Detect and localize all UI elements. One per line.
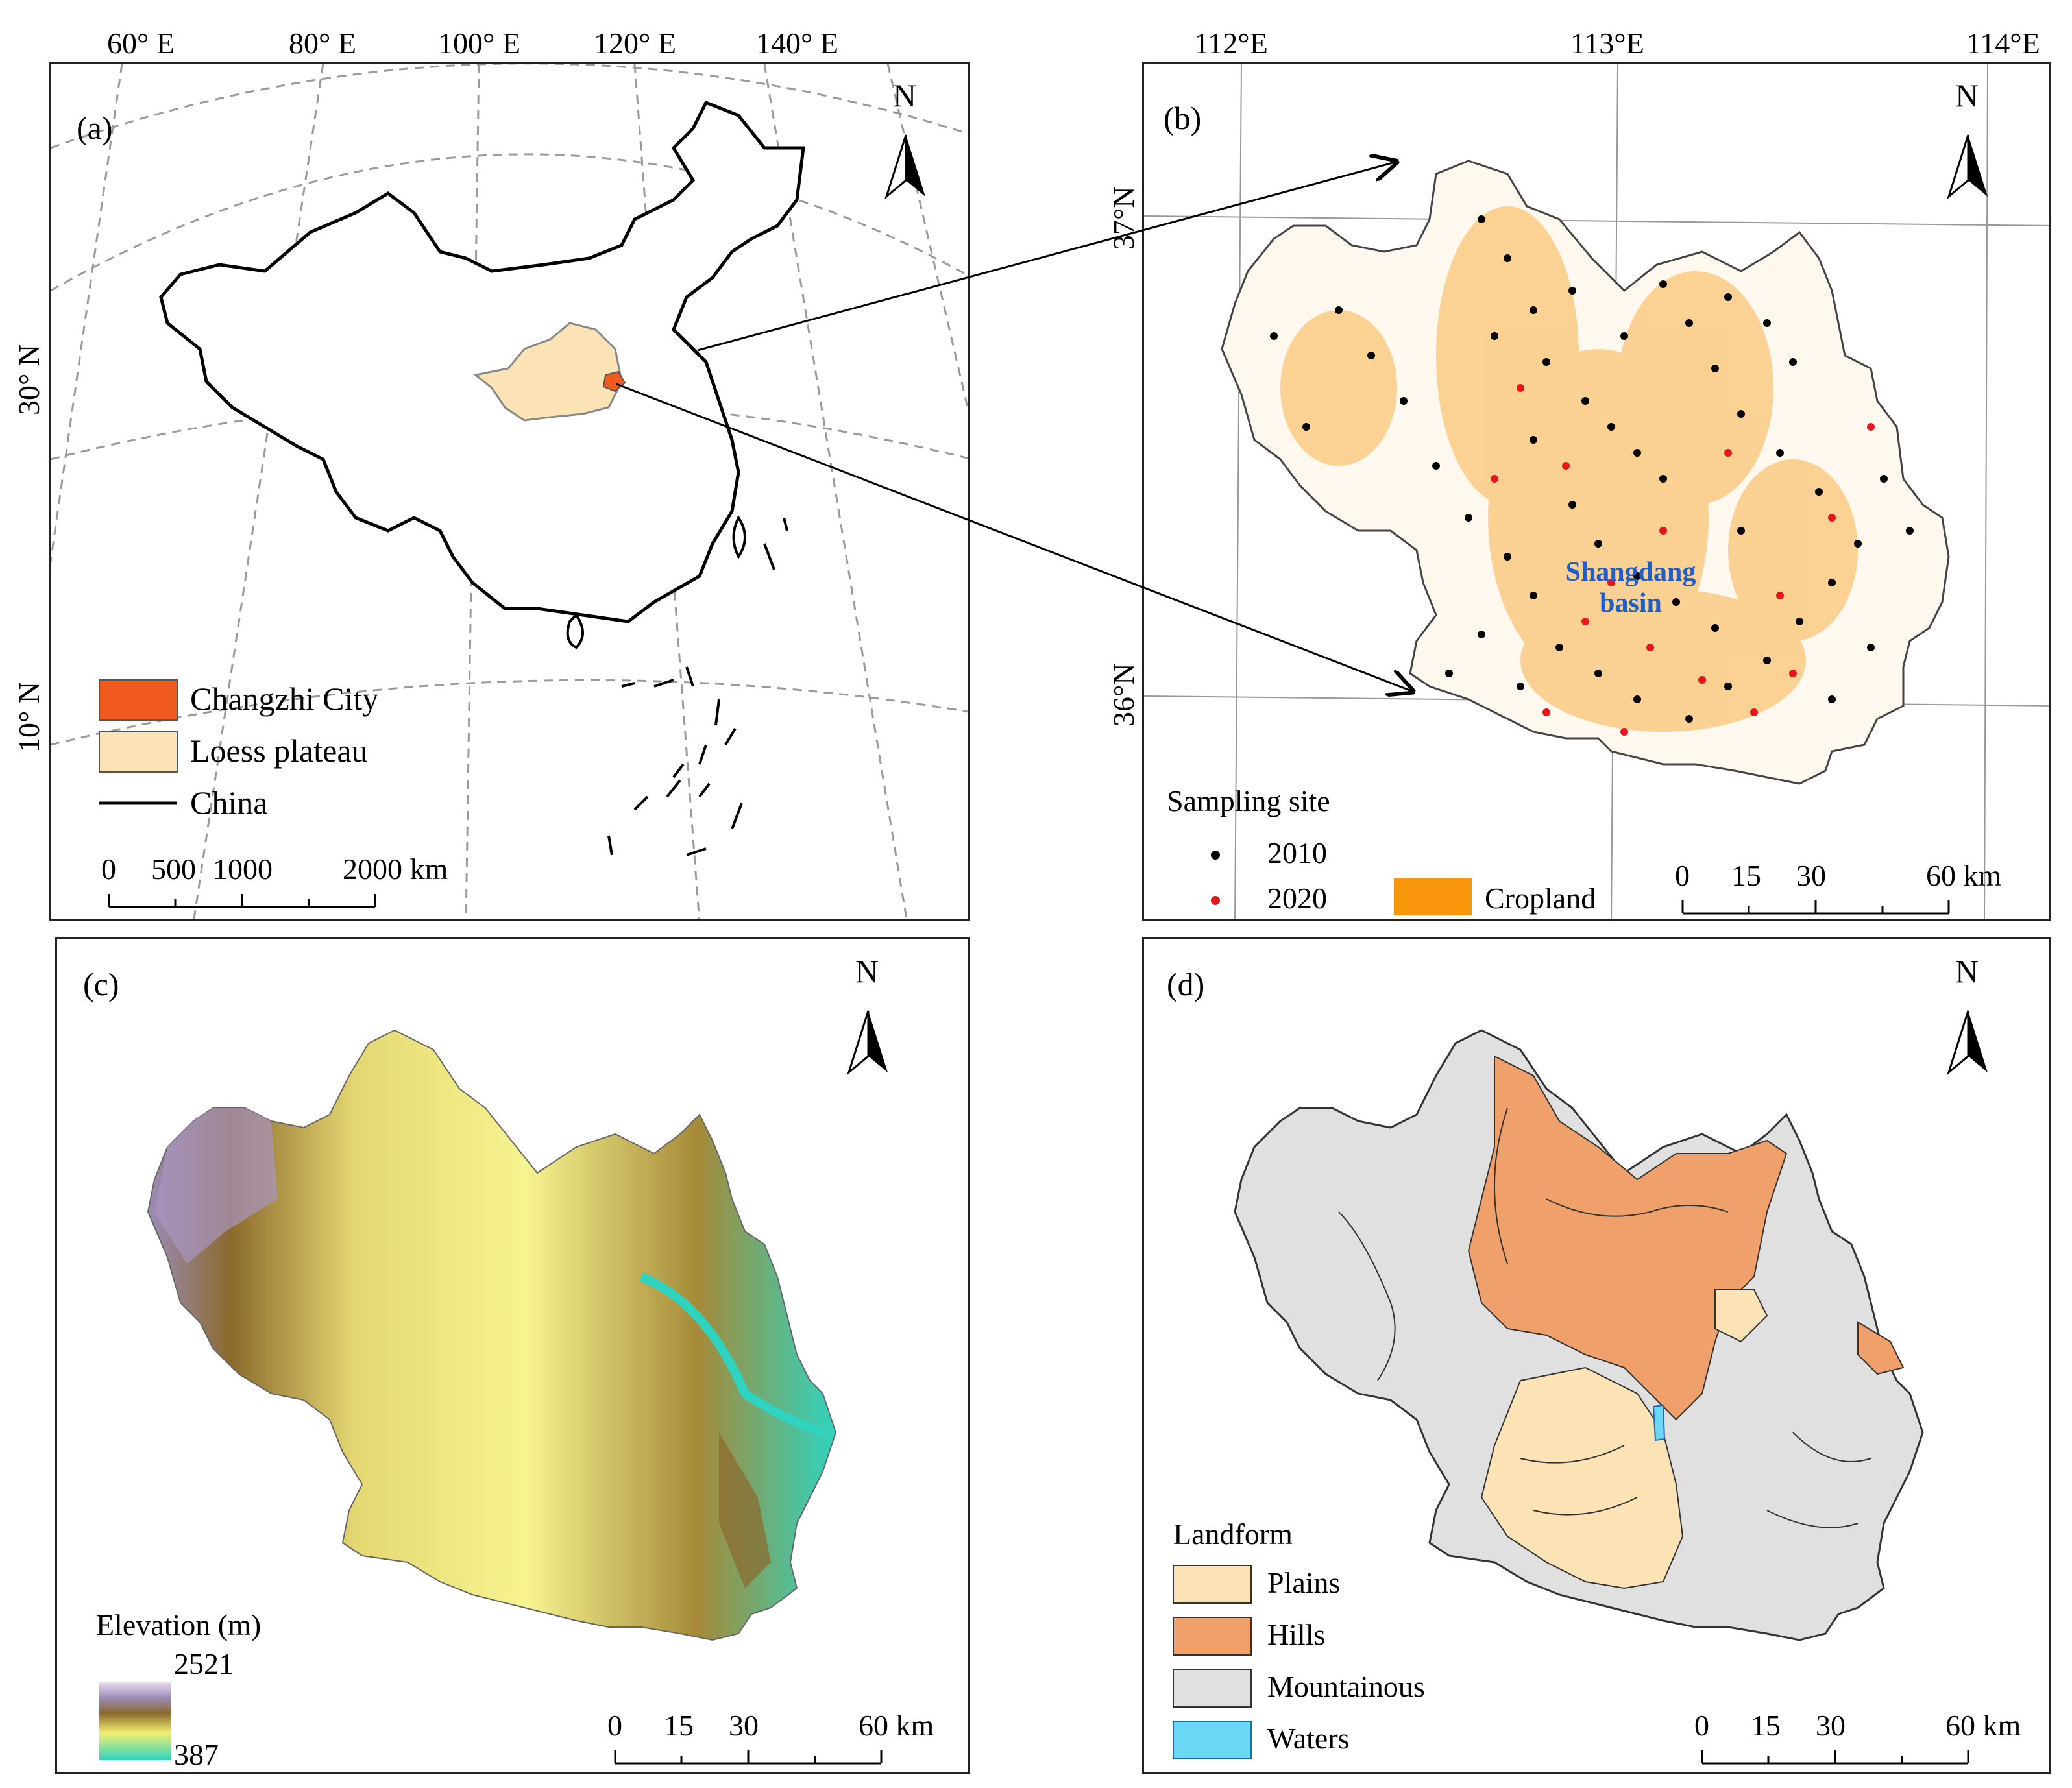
lon-tick-112: 112°E	[1194, 27, 1268, 60]
scale-c-label-1: 15	[664, 1709, 694, 1742]
scale-d-label-3: 60 km	[1945, 1709, 2021, 1742]
legend-plains-label: Plains	[1267, 1566, 1341, 1599]
legend-loess-label: Loess plateau	[190, 732, 368, 769]
lon-tick-113: 113°E	[1570, 27, 1644, 60]
panel-a-label: (a)	[77, 110, 113, 146]
scale-a-label-0: 0	[101, 852, 116, 886]
scale-b-label-1: 15	[1731, 859, 1761, 892]
elevation-color-ramp	[99, 1682, 171, 1760]
panel-a-graticule	[51, 64, 968, 919]
legend-mountainous-label: Mountainous	[1267, 1670, 1425, 1703]
panel-a-north-arrow	[884, 134, 925, 200]
lat-tick-37: 37°N	[1107, 186, 1140, 250]
scale-c-label-0: 0	[607, 1709, 622, 1742]
legend-changzhi-label: Changzhi City	[190, 681, 379, 717]
elevation-legend-title: Elevation (m)	[96, 1608, 262, 1641]
panel-d-label: (d)	[1167, 966, 1205, 1002]
legend-cropland-label: Cropland	[1485, 882, 1596, 915]
plains-region	[1480, 1366, 1684, 1589]
panel-c-canvas	[99, 1010, 888, 1765]
lat-tick-10: 10° N	[12, 681, 45, 753]
panel-b-north-label: N	[1955, 77, 1979, 114]
scale-d-label-2: 30	[1816, 1709, 1846, 1742]
panel-d-north-label: N	[1955, 953, 1979, 989]
panel-d-canvas	[1173, 1010, 1988, 1765]
panel-a-map: (a) N Changzhi City Loess plateau China …	[49, 62, 970, 921]
scale-d-label-1: 15	[1751, 1709, 1781, 1742]
scale-b-label-0: 0	[1675, 859, 1690, 892]
scale-b-label-3: 60 km	[1926, 859, 2002, 892]
landform-legend-title: Landform	[1173, 1517, 1293, 1551]
scale-a-label-3: 2000 km	[343, 852, 448, 886]
sampling-legend-title: Sampling site	[1167, 784, 1330, 817]
panel-b-canvas	[1144, 64, 2049, 919]
waters-region	[1652, 1404, 1666, 1442]
scale-d-label-0: 0	[1694, 1709, 1709, 1742]
panel-b-label: (b)	[1164, 100, 1202, 136]
legend-2020-label: 2020	[1267, 882, 1327, 915]
lon-tick-60: 60° E	[107, 27, 175, 60]
panel-c-map: (c) N Elevation (m) 2521 387 0 15 30 60 …	[55, 937, 970, 1774]
sampling-2020	[1491, 384, 1875, 736]
panel-b-north-arrow	[1947, 134, 1988, 200]
legend-2010-label: 2010	[1267, 836, 1327, 869]
china-outline	[159, 100, 805, 623]
scale-a-label-1: 500	[151, 852, 196, 886]
lon-tick-100: 100° E	[438, 27, 520, 60]
panel-a-north-label: N	[893, 77, 917, 114]
panel-c-north-arrow	[847, 1010, 888, 1076]
elevation-max-label: 2521	[174, 1647, 234, 1680]
lon-tick-120: 120° E	[594, 27, 676, 60]
lat-tick-36: 36°N	[1107, 663, 1140, 727]
panel-d-north-arrow	[1947, 1010, 1988, 1076]
legend-waters-label: Waters	[1267, 1722, 1350, 1755]
lon-tick-80: 80° E	[289, 27, 356, 60]
legend-hills-label: Hills	[1267, 1618, 1326, 1651]
elevation-min-label: 387	[174, 1738, 219, 1771]
legend-china-label: China	[190, 784, 268, 821]
elevation-region	[147, 1029, 837, 1641]
scale-b-label-2: 30	[1796, 859, 1826, 892]
scale-c-label-3: 60 km	[859, 1709, 934, 1742]
scale-a-label-2: 1000	[213, 852, 273, 886]
lon-tick-114: 114°E	[1966, 27, 2040, 60]
scale-c-label-2: 30	[729, 1709, 759, 1742]
hills-region	[1467, 1055, 1788, 1421]
panel-c-north-label: N	[855, 953, 879, 989]
panel-b-map: (b) N Shangdang basin Sampling site 2010…	[1142, 62, 2051, 921]
panel-d-map: (d) N Landform Plains Hills Mountainous …	[1142, 937, 2051, 1774]
shangdang-basin-label: Shangdang basin	[1565, 557, 1696, 618]
lon-tick-140: 140° E	[756, 27, 838, 60]
lat-tick-30: 30° N	[12, 344, 45, 415]
panel-c-label: (c)	[83, 966, 119, 1002]
